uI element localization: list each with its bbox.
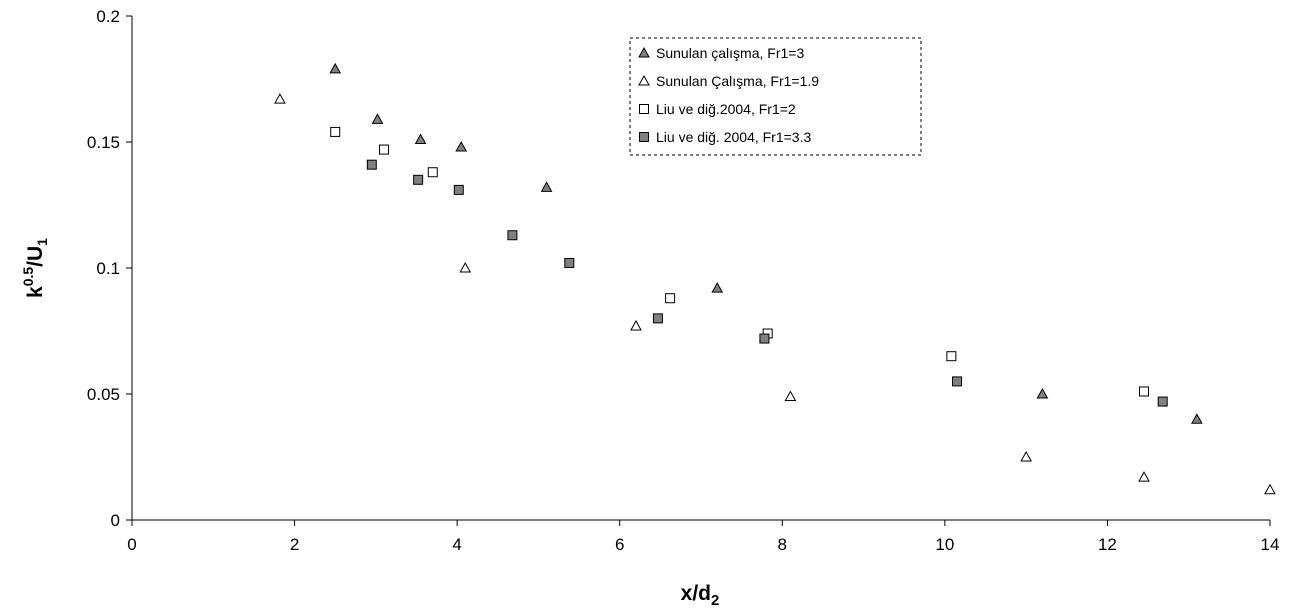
data-point bbox=[507, 230, 518, 241]
data-point bbox=[366, 159, 377, 170]
x-tick-label: 12 bbox=[1098, 535, 1117, 554]
data-point bbox=[453, 184, 464, 195]
legend-label: Sunulan çalışma, Fr1=3 bbox=[656, 45, 804, 61]
data-point bbox=[759, 333, 770, 344]
legend-marker bbox=[638, 74, 650, 86]
data-point bbox=[1190, 413, 1203, 424]
y-axis-title: k0.5/U1 bbox=[20, 238, 50, 298]
data-point bbox=[459, 261, 472, 273]
legend-label: Liu ve diğ. 2004, Fr1=3.3 bbox=[656, 129, 811, 145]
data-point bbox=[371, 113, 384, 124]
tick-labels: 0 2 4 6 8 10 12 14 0 0.05 0.1 0.15 0.2 bbox=[87, 7, 1280, 554]
data-point bbox=[414, 133, 427, 144]
data-point bbox=[952, 376, 963, 387]
x-tick-label: 8 bbox=[778, 535, 787, 554]
data-point bbox=[665, 293, 676, 304]
x-axis-title-sub: 2 bbox=[711, 592, 719, 609]
legend-marker bbox=[639, 132, 649, 142]
data-point bbox=[330, 126, 341, 137]
legend-marker bbox=[638, 46, 650, 58]
y-tick-label: 0.15 bbox=[87, 133, 120, 152]
data-point bbox=[1157, 396, 1168, 407]
data-point bbox=[946, 351, 957, 362]
legend: Sunulan çalışma, Fr1=3 Sunulan Çalışma, F… bbox=[629, 37, 922, 156]
data-point bbox=[540, 181, 553, 192]
legend-label: Liu ve diğ.2004, Fr1=2 bbox=[656, 101, 796, 117]
y-axis-title-sup: 0.5 bbox=[20, 267, 36, 287]
axes bbox=[126, 15, 1271, 526]
data-point bbox=[329, 62, 342, 74]
data-point bbox=[455, 141, 468, 152]
data-point bbox=[378, 144, 389, 155]
data-point bbox=[427, 167, 438, 178]
data-point bbox=[630, 319, 642, 331]
data-point bbox=[1036, 387, 1049, 399]
y-tick-label: 0.05 bbox=[87, 385, 120, 404]
y-tick-label: 0.1 bbox=[96, 259, 120, 278]
data-point bbox=[784, 390, 797, 402]
series-2 bbox=[274, 93, 1276, 495]
data-point bbox=[413, 174, 424, 185]
data-point bbox=[274, 93, 286, 104]
y-axis-title-sub: 1 bbox=[34, 238, 50, 246]
x-axis-title-main: x/d bbox=[681, 582, 711, 605]
x-tick-label: 2 bbox=[290, 535, 299, 554]
data-point bbox=[1139, 386, 1150, 397]
y-tick-label: 0.2 bbox=[96, 7, 120, 26]
y-axis-title-text: k0.5/U1 bbox=[20, 238, 50, 298]
y-axis-title-mid: /U bbox=[24, 246, 47, 267]
data-point bbox=[564, 257, 575, 268]
legend-marker bbox=[639, 104, 649, 114]
series-1 bbox=[329, 62, 1203, 424]
x-tick-label: 6 bbox=[615, 535, 624, 554]
x-tick-label: 0 bbox=[127, 535, 136, 554]
x-tick-label: 14 bbox=[1261, 535, 1280, 554]
data-point bbox=[652, 313, 663, 324]
data-point bbox=[1138, 471, 1150, 482]
series-3 bbox=[330, 126, 1150, 397]
series-4 bbox=[366, 159, 1168, 407]
x-tick-label: 4 bbox=[452, 535, 461, 554]
legend-box bbox=[629, 37, 922, 156]
y-axis-title-main: k bbox=[24, 286, 47, 298]
data-point bbox=[711, 282, 724, 293]
data-point bbox=[1264, 483, 1276, 495]
legend-label: Sunulan Çalışma, Fr1=1.9 bbox=[656, 73, 819, 89]
x-tick-label: 10 bbox=[935, 535, 954, 554]
data-point bbox=[1020, 450, 1032, 462]
y-tick-label: 0 bbox=[111, 511, 120, 530]
x-axis-title: x/d2 bbox=[681, 582, 720, 609]
data-points bbox=[274, 62, 1276, 495]
